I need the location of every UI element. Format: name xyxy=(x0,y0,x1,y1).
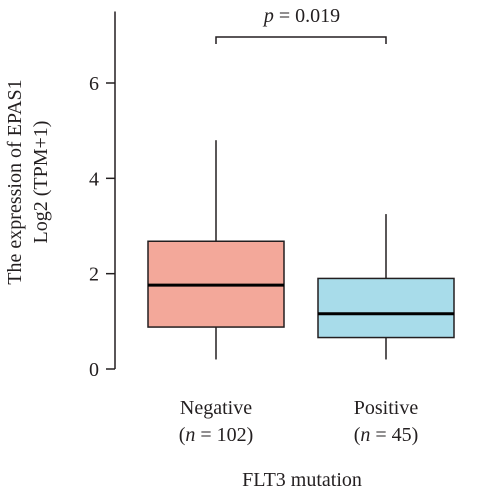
y-tick-label-6: 6 xyxy=(89,73,99,95)
y-ticks: 0 2 4 6 xyxy=(89,73,115,381)
p-value-annotation: p = 0.019 xyxy=(262,5,340,27)
y-tick-label-2: 2 xyxy=(89,264,99,286)
y-axis-label-line2: Log2 (TPM+1) xyxy=(30,121,52,244)
box-positive xyxy=(317,277,455,339)
significance-bracket xyxy=(215,36,387,44)
p-symbol: p xyxy=(262,5,274,27)
n-open-paren-negative: ( xyxy=(179,424,186,446)
y-tick-label-0: 0 xyxy=(89,359,99,381)
y-axis-label-line1: The expression of EPAS1 xyxy=(4,79,26,284)
x-category-n-positive: (n = 45) xyxy=(354,424,419,446)
x-category-label-positive: Positive xyxy=(354,397,419,419)
n-symbol-positive: n xyxy=(360,424,370,446)
n-count-negative: = 102) xyxy=(195,424,253,446)
x-axis-title: FLT3 mutation xyxy=(242,469,362,491)
x-category-n-negative: (n = 102) xyxy=(179,424,254,446)
y-tick-label-4: 4 xyxy=(89,168,99,190)
p-value-text: = 0.019 xyxy=(274,5,340,27)
x-category-label-negative: Negative xyxy=(180,397,252,419)
n-symbol-negative: n xyxy=(185,424,195,446)
n-open-paren-positive: ( xyxy=(354,424,361,446)
n-count-positive: = 45) xyxy=(370,424,418,446)
box-group xyxy=(147,140,455,360)
